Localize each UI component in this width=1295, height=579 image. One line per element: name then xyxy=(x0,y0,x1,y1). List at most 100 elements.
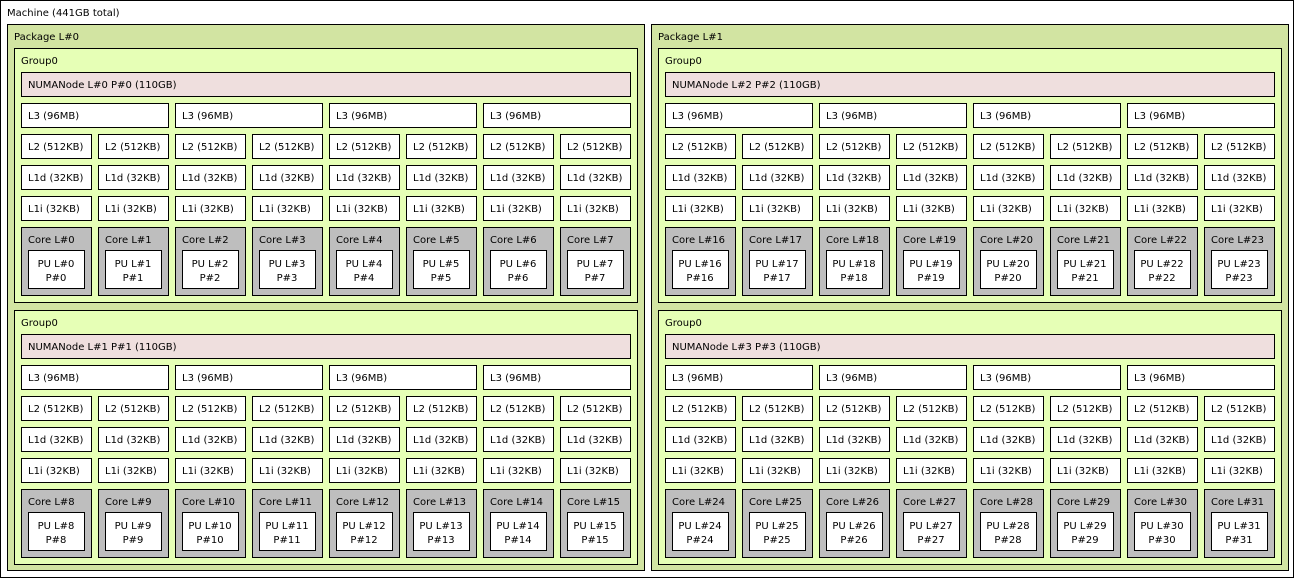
l1d-box xyxy=(175,165,246,190)
core-label: Core L#15 xyxy=(567,497,620,508)
l3-box xyxy=(175,365,323,390)
l3-label: L3 (96MB) xyxy=(28,111,79,122)
pu-index: P#27 xyxy=(917,535,944,546)
l1i-label: L1i (32KB) xyxy=(903,466,955,477)
l3-label: L3 (96MB) xyxy=(826,111,877,122)
l1d-label: L1d (32KB) xyxy=(1134,435,1190,446)
pu-box xyxy=(336,512,393,551)
l1d-label: L1d (32KB) xyxy=(182,435,238,446)
l3-label: L3 (96MB) xyxy=(980,373,1031,384)
numa-box xyxy=(21,334,631,359)
l1d-label: L1d (32KB) xyxy=(28,173,84,184)
l1d-box xyxy=(21,165,92,190)
l1i-label: L1i (32KB) xyxy=(1211,204,1263,215)
pu-label: PU L#11 xyxy=(265,521,308,532)
group-label: Group0 xyxy=(665,318,702,329)
pu-index: P#11 xyxy=(273,535,300,546)
l3-label: L3 (96MB) xyxy=(1134,373,1185,384)
l1i-label: L1i (32KB) xyxy=(259,204,311,215)
pu-index: P#12 xyxy=(350,535,377,546)
pu-box xyxy=(259,250,316,289)
l2-box xyxy=(973,134,1044,159)
l1i-label: L1i (32KB) xyxy=(490,204,542,215)
l2-box xyxy=(896,134,967,159)
l1i-label: L1i (32KB) xyxy=(672,204,724,215)
pu-index: P#18 xyxy=(840,273,867,284)
l2-box xyxy=(329,396,400,421)
l3-box xyxy=(329,365,477,390)
l2-label: L2 (512KB) xyxy=(182,142,238,153)
l1i-label: L1i (32KB) xyxy=(28,466,80,477)
l2-label: L2 (512KB) xyxy=(672,404,728,415)
pu-index: P#28 xyxy=(994,535,1021,546)
l1i-label: L1i (32KB) xyxy=(749,466,801,477)
pu-box xyxy=(903,512,960,551)
l1i-label: L1i (32KB) xyxy=(826,204,878,215)
l1d-label: L1d (32KB) xyxy=(182,173,238,184)
pu-label: PU L#21 xyxy=(1063,259,1106,270)
l1i-label: L1i (32KB) xyxy=(980,204,1032,215)
core-label: Core L#27 xyxy=(903,497,956,508)
pu-label: PU L#5 xyxy=(423,259,460,270)
pu-label: PU L#23 xyxy=(1217,259,1260,270)
l2-box xyxy=(1050,396,1121,421)
l1i-box xyxy=(329,458,400,483)
core-label: Core L#22 xyxy=(1134,235,1187,246)
pu-label: PU L#29 xyxy=(1063,521,1106,532)
l2-label: L2 (512KB) xyxy=(1134,404,1190,415)
l2-box xyxy=(973,396,1044,421)
l1d-box xyxy=(560,165,631,190)
l3-label: L3 (96MB) xyxy=(980,111,1031,122)
pu-label: PU L#24 xyxy=(678,521,721,532)
l2-label: L2 (512KB) xyxy=(567,142,623,153)
pu-box xyxy=(259,512,316,551)
l3-label: L3 (96MB) xyxy=(826,373,877,384)
pu-label: PU L#1 xyxy=(115,259,152,270)
l1i-label: L1i (32KB) xyxy=(28,204,80,215)
l1d-box xyxy=(896,165,967,190)
pu-index: P#4 xyxy=(354,273,375,284)
numa-box xyxy=(665,334,1275,359)
pu-index: P#0 xyxy=(46,273,67,284)
l1d-box xyxy=(973,427,1044,452)
pu-index: P#19 xyxy=(917,273,944,284)
l1d-label: L1d (32KB) xyxy=(980,435,1036,446)
pu-box xyxy=(105,512,162,551)
l1i-box xyxy=(560,458,631,483)
l2-box xyxy=(21,396,92,421)
pu-index: P#3 xyxy=(277,273,298,284)
l3-box xyxy=(21,365,169,390)
pu-box xyxy=(749,250,806,289)
pu-index: P#5 xyxy=(431,273,452,284)
l1i-box xyxy=(98,458,169,483)
l3-box xyxy=(819,365,967,390)
pu-index: P#20 xyxy=(994,273,1021,284)
core-label: Core L#28 xyxy=(980,497,1033,508)
l1i-box xyxy=(1050,458,1121,483)
l2-box xyxy=(1050,134,1121,159)
l2-box xyxy=(252,134,323,159)
pu-box xyxy=(1057,512,1114,551)
pu-index: P#1 xyxy=(123,273,144,284)
numa-box xyxy=(665,72,1275,97)
pu-box xyxy=(567,512,624,551)
package-label: Package L#0 xyxy=(14,32,79,43)
l1d-label: L1d (32KB) xyxy=(490,435,546,446)
core-label: Core L#18 xyxy=(826,235,879,246)
l1d-label: L1d (32KB) xyxy=(567,435,623,446)
l1i-label: L1i (32KB) xyxy=(1134,466,1186,477)
l1d-box xyxy=(1050,165,1121,190)
l2-label: L2 (512KB) xyxy=(567,404,623,415)
pu-box xyxy=(105,250,162,289)
pu-box xyxy=(28,250,85,289)
core-label: Core L#3 xyxy=(259,235,306,246)
l1i-label: L1i (32KB) xyxy=(826,466,878,477)
pu-label: PU L#12 xyxy=(342,521,385,532)
group-label: Group0 xyxy=(21,318,58,329)
pu-box xyxy=(1134,250,1191,289)
pu-index: P#8 xyxy=(46,535,67,546)
l2-box xyxy=(560,396,631,421)
pu-box xyxy=(1134,512,1191,551)
l1d-label: L1d (32KB) xyxy=(826,173,882,184)
l2-box xyxy=(742,134,813,159)
